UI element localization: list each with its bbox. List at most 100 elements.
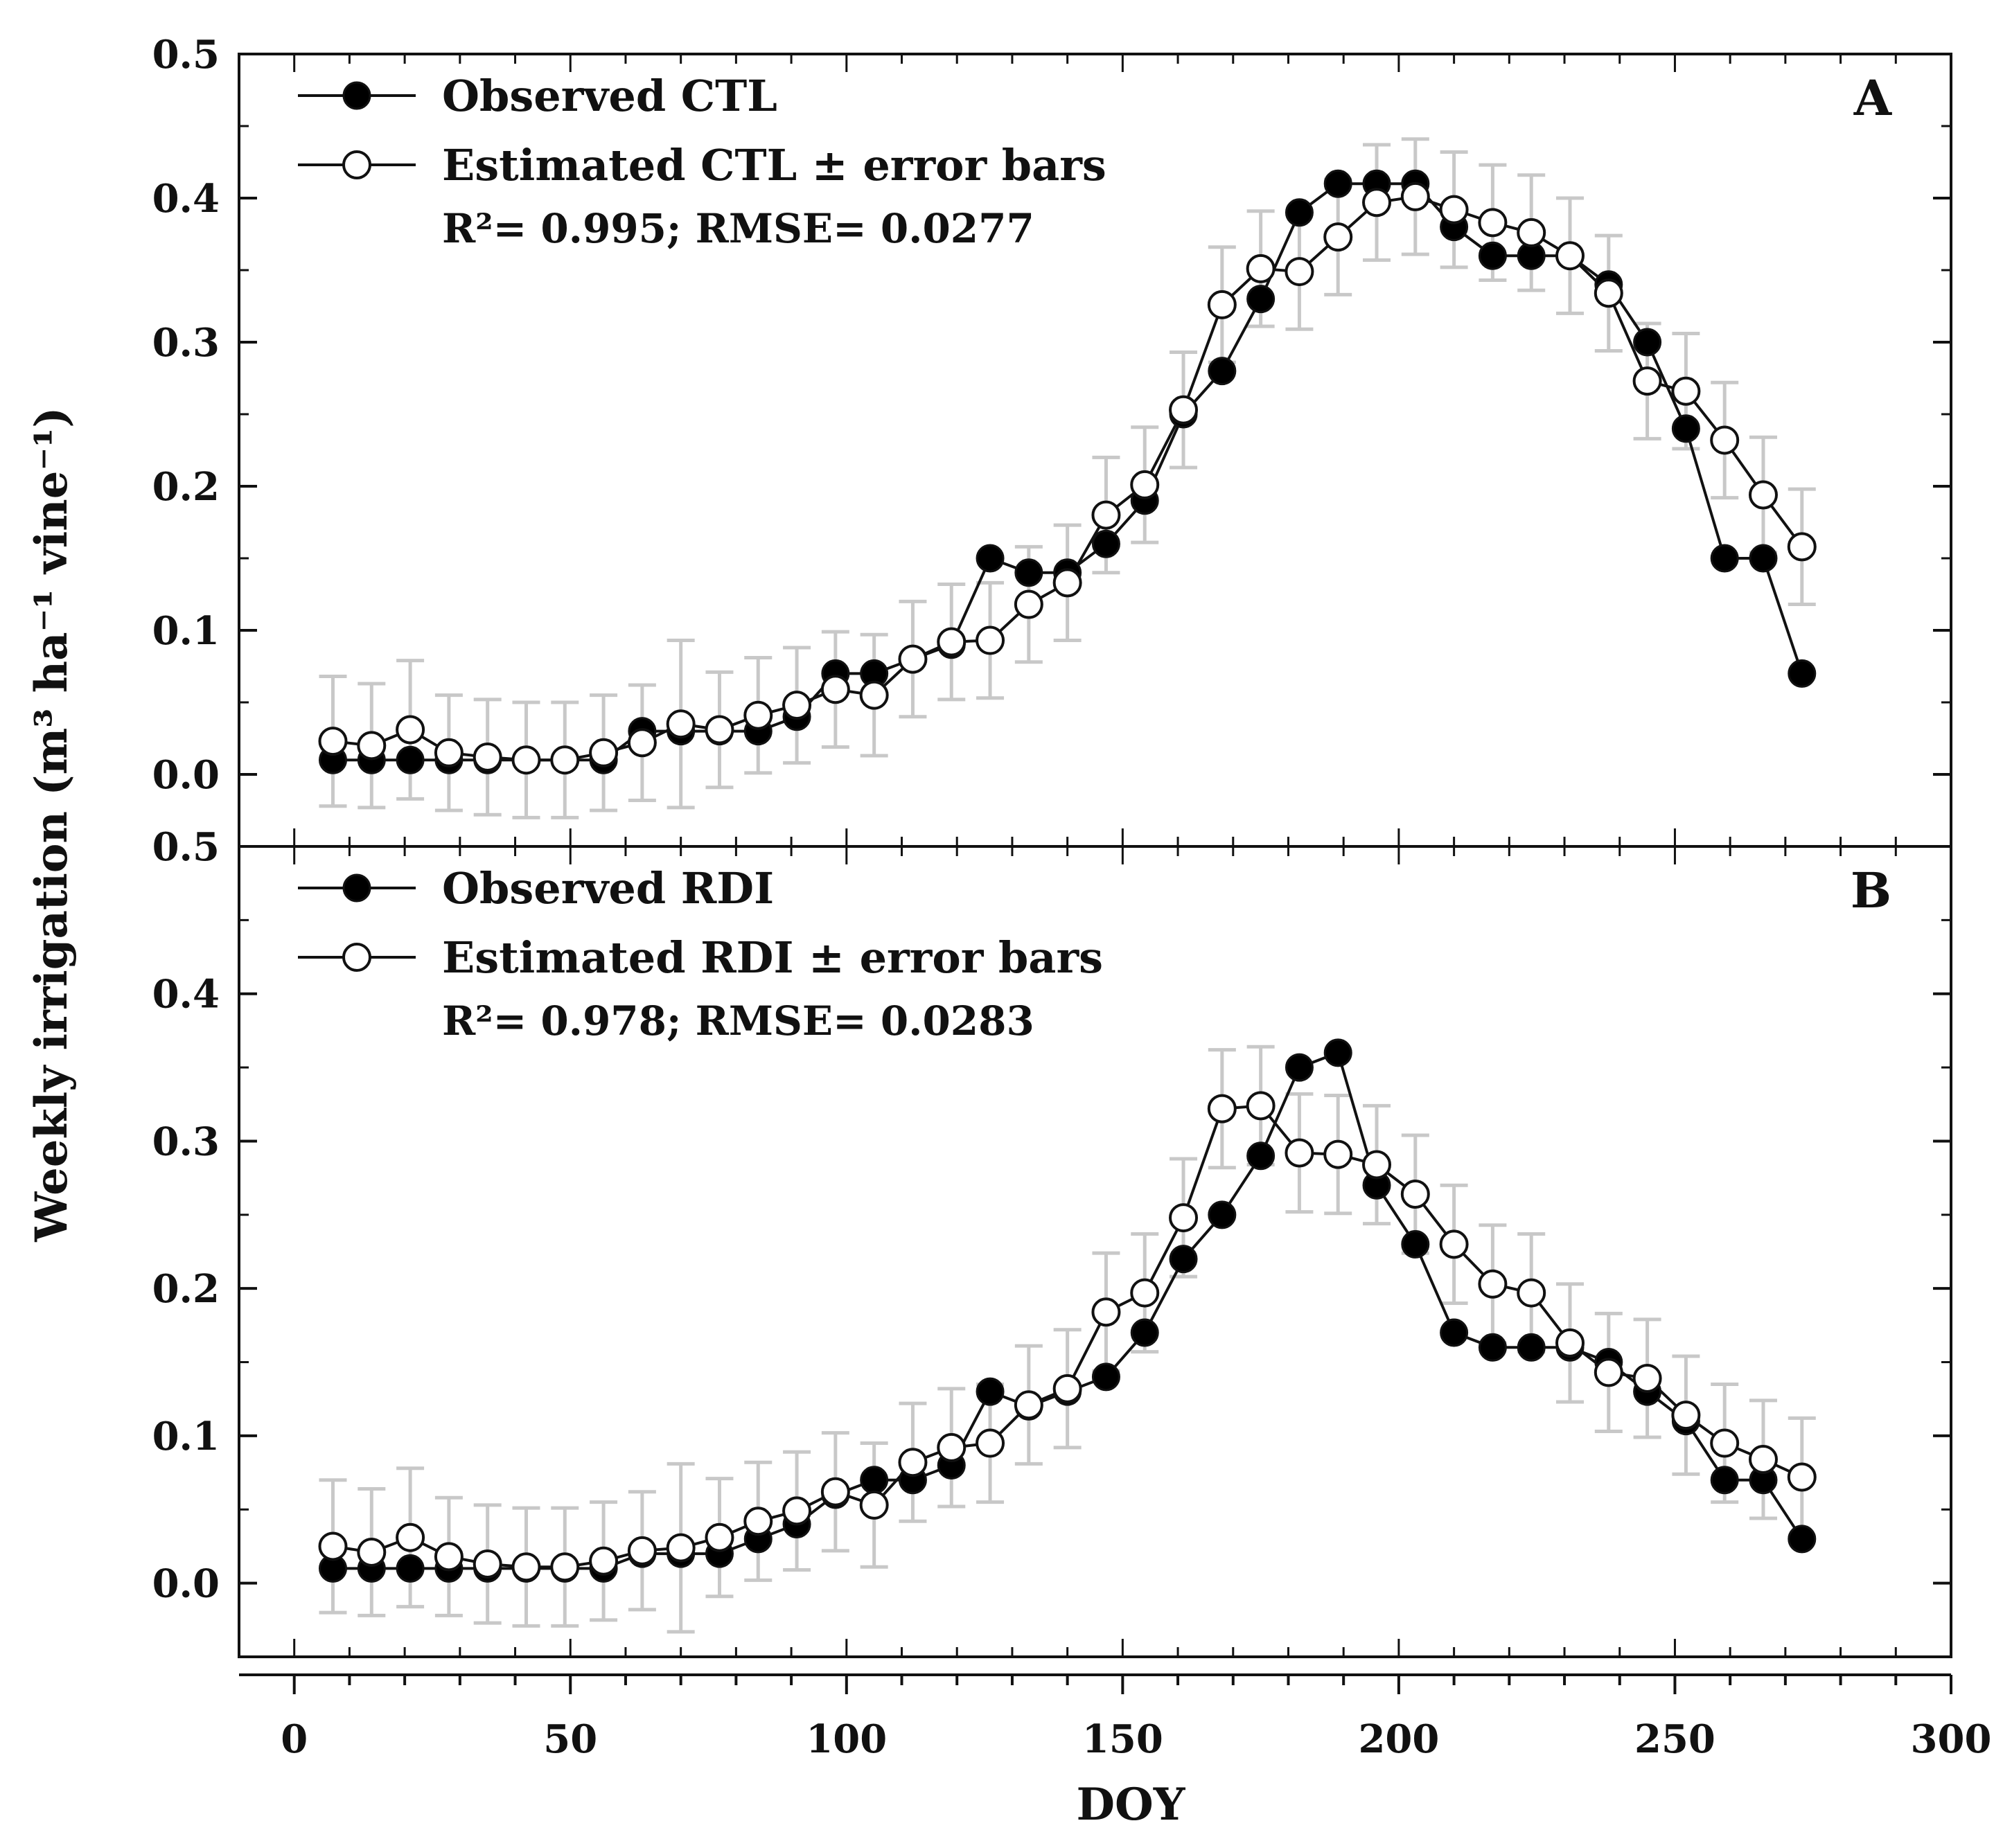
estimated-point — [1052, 1374, 1082, 1403]
estimated-point — [434, 1542, 464, 1572]
estimated-point — [550, 1552, 580, 1582]
estimated-point — [1632, 1363, 1662, 1393]
x-tick-label: 50 — [543, 1716, 597, 1762]
observed-point — [1671, 414, 1700, 443]
observed-point — [1285, 1053, 1314, 1082]
estimated-point — [318, 1531, 348, 1561]
observed-point — [1285, 198, 1314, 227]
estimated-point — [1130, 470, 1160, 499]
estimated-point — [1517, 217, 1546, 247]
observed-point — [1440, 1318, 1469, 1347]
estimated-point — [666, 709, 696, 739]
estimated-point — [1207, 1094, 1237, 1123]
estimated-point — [1671, 376, 1701, 406]
y-tick-label: 0.5 — [152, 824, 220, 870]
y-tick-label: 0.1 — [152, 608, 220, 654]
observed-point — [1246, 1141, 1276, 1171]
estimated-point — [782, 691, 812, 720]
estimated-point — [1478, 208, 1508, 238]
estimated-point — [589, 1546, 619, 1576]
x-tick-label: 150 — [1082, 1716, 1163, 1762]
panel-b-plot: 0.0 0.1 0.2 0.3 0.4 0.5 Observed RDI Estimated … — [152, 824, 1952, 1658]
estimated-point — [1362, 1150, 1392, 1180]
estimated-point — [1555, 241, 1585, 271]
estimated-point — [859, 680, 889, 710]
estimated-point — [1710, 1428, 1740, 1458]
estimated-point — [1439, 1229, 1469, 1259]
observed-point — [1208, 357, 1237, 386]
y-tick-label: 0.4 — [152, 972, 220, 1018]
observed-point — [976, 544, 1005, 573]
observed-point — [396, 745, 425, 774]
x-tick-label: 0 — [281, 1716, 308, 1762]
observed-point — [1130, 1318, 1159, 1347]
observed-point — [976, 1377, 1005, 1406]
estimated-point — [511, 745, 541, 775]
estimated-point — [627, 1536, 657, 1565]
observed-point — [860, 1466, 889, 1495]
estimated-point — [976, 625, 1005, 655]
estimated-point — [820, 675, 850, 704]
legend-estimated-marker — [342, 150, 371, 179]
y-tick-label: 0.5 — [152, 32, 220, 78]
observed-point — [1788, 659, 1817, 688]
estimated-point — [1207, 290, 1237, 319]
estimated-point — [705, 715, 734, 745]
observed-point — [1091, 529, 1120, 558]
observed-point — [1788, 1525, 1817, 1554]
estimated-point — [1130, 1278, 1160, 1308]
estimated-point — [1787, 1462, 1817, 1492]
estimated-point — [1091, 1297, 1121, 1327]
plot-frame — [238, 845, 1952, 1658]
estimated-point — [937, 1432, 967, 1462]
estimated-point — [666, 1533, 696, 1563]
estimated-point — [1748, 1444, 1778, 1474]
estimated-point — [1362, 188, 1392, 217]
estimated-point — [550, 745, 580, 775]
estimated-point — [1246, 1091, 1276, 1121]
observed-point — [1323, 169, 1352, 198]
observed-point — [1091, 1362, 1120, 1392]
stats-annotation: R²= 0.995; RMSE= 0.0277 — [442, 205, 1034, 252]
y-tick-label: 0.3 — [152, 320, 220, 366]
panel-letter: B — [1851, 862, 1891, 919]
legend-estimated-label: Estimated CTL ± error bars — [442, 140, 1106, 190]
estimated-point — [1710, 425, 1740, 455]
estimated-point — [1439, 195, 1469, 224]
observed-point — [1517, 1333, 1546, 1362]
y-tick-label: 0.3 — [152, 1119, 220, 1164]
observed-point — [1014, 558, 1043, 587]
x-axis-title: DOY — [1077, 1779, 1186, 1831]
estimated-point — [1323, 222, 1353, 252]
estimated-point — [1671, 1401, 1701, 1430]
stats-annotation: R²= 0.978; RMSE= 0.0283 — [442, 997, 1034, 1045]
estimated-point — [1594, 1358, 1623, 1387]
legend-estimated-marker — [342, 943, 371, 972]
estimated-point — [511, 1552, 541, 1582]
estimated-point — [627, 728, 657, 758]
observed-point — [1633, 328, 1662, 357]
observed-point — [1478, 241, 1507, 270]
x-tick-label: 200 — [1358, 1716, 1439, 1762]
estimated-line — [333, 195, 1803, 762]
observed-line — [333, 1051, 1803, 1570]
panel-letter: A — [1853, 69, 1893, 127]
legend-observed-marker — [342, 873, 371, 903]
observed-point — [1710, 1466, 1739, 1495]
estimated-point — [898, 1448, 928, 1477]
observed-point — [1208, 1200, 1237, 1229]
observed-point — [1710, 544, 1739, 573]
estimated-point — [434, 738, 464, 767]
x-tick-label: 250 — [1634, 1716, 1715, 1762]
estimated-point — [1285, 257, 1314, 287]
observed-point — [1401, 1229, 1430, 1259]
observed-point — [396, 1554, 425, 1583]
estimated-point — [318, 727, 348, 756]
estimated-point — [396, 715, 425, 745]
estimated-point — [976, 1428, 1005, 1458]
estimated-point — [859, 1490, 889, 1520]
y-tick-label: 0.2 — [152, 1266, 220, 1312]
estimated-point — [357, 731, 387, 761]
estimated-point — [1400, 1180, 1430, 1209]
legend-observed-marker — [342, 81, 371, 110]
